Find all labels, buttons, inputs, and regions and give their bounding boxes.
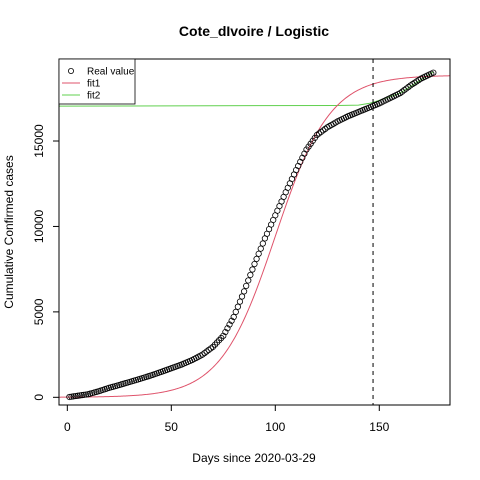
real-value-point (251, 260, 258, 268)
real-value-point (70, 393, 77, 400)
real-value-point (72, 392, 79, 400)
real-value-point (315, 130, 323, 137)
real-value-point (222, 328, 229, 336)
real-value-point (259, 240, 266, 247)
real-value-point (66, 393, 73, 401)
y-axis-label: Cumulative Confirmed cases (2, 155, 16, 308)
x-tick-label: 100 (265, 420, 285, 434)
y-tick-label: 15000 (32, 124, 46, 158)
real-value-point (213, 339, 221, 346)
legend-fit2-label: fit2 (87, 91, 101, 102)
real-value-point (199, 351, 206, 358)
real-value-point (241, 288, 248, 295)
real-value-point (234, 303, 241, 310)
real-value-point (78, 392, 85, 399)
real-value-point (207, 345, 214, 352)
y-axis: 0 5000 10000 15000 (32, 124, 60, 401)
chart-title: Cote_dIvoire / Logistic (179, 23, 329, 39)
real-value-point (209, 343, 216, 351)
real-value-point (232, 308, 239, 315)
y-tick-label: 0 (32, 394, 46, 401)
real-value-point (317, 128, 325, 136)
real-value-point (401, 87, 408, 94)
legend-box (58, 58, 136, 105)
real-value-point (320, 127, 327, 134)
real-value-point (245, 277, 252, 284)
legend-real-value-label: Real value (87, 67, 135, 78)
real-value-point (211, 341, 219, 348)
real-value-point (313, 131, 320, 139)
real-value-point (80, 391, 88, 398)
legend: Real value fit1 fit2 (58, 58, 136, 105)
plot-area (59, 59, 450, 405)
x-tick-label: 0 (64, 420, 71, 434)
real-value-point (243, 282, 250, 290)
real-value-point (238, 293, 246, 300)
real-value-point (236, 298, 244, 305)
y-tick-label: 10000 (32, 209, 46, 243)
x-tick-label: 50 (165, 420, 179, 434)
x-axis-label: Days since 2020-03-29 (192, 451, 316, 465)
real-value-point (255, 250, 262, 257)
real-value-point (396, 90, 404, 97)
real-value-point (203, 348, 210, 355)
real-value-point (247, 271, 254, 279)
real-value-point (228, 317, 235, 324)
real-value-point (230, 313, 237, 321)
real-value-point (224, 325, 231, 332)
real-value-point (218, 334, 225, 342)
real-value-point (220, 332, 227, 339)
real-value-point (74, 392, 81, 399)
real-value-point (76, 392, 83, 399)
real-value-point (205, 346, 212, 354)
legend-fit1-label: fit1 (87, 79, 101, 90)
real-value-point (68, 393, 75, 400)
real-value-point (216, 337, 223, 344)
real-value-point (82, 391, 90, 398)
y-tick-label: 5000 (32, 298, 46, 325)
real-value-point (201, 349, 208, 357)
real-value-series (66, 69, 437, 401)
real-value-point (226, 321, 233, 328)
fit1-line (59, 75, 450, 398)
x-tick-label: 150 (369, 420, 389, 434)
real-value-point (399, 88, 406, 95)
real-value-point (253, 255, 260, 263)
real-value-point (403, 85, 410, 92)
legend-real-value-symbol (68, 68, 75, 75)
x-axis: 0 50 100 150 (64, 404, 390, 434)
real-value-point (430, 69, 437, 76)
real-value-point (257, 245, 264, 252)
real-value-point (249, 266, 256, 273)
real-value-point (405, 83, 412, 91)
